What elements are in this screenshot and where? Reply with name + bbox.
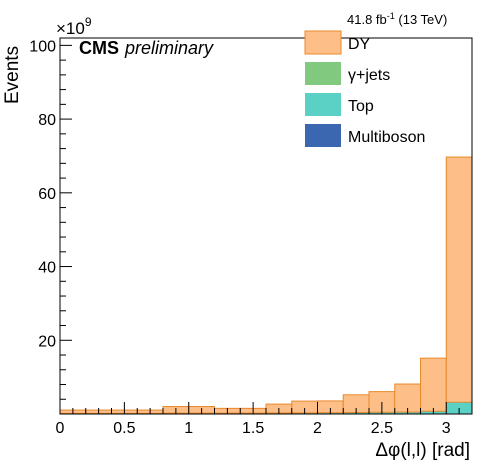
plot-frame <box>59 37 473 415</box>
cms-preliminary-label: preliminary <box>124 38 214 58</box>
legend-swatch-dy <box>304 30 342 55</box>
luminosity-exponent: -1 <box>387 11 395 21</box>
x-tick-label: 2 <box>313 420 322 437</box>
x-tick-label: 0.5 <box>113 420 135 437</box>
legend-swatch-multiboson <box>305 124 341 147</box>
legend: DY γ+jets Top Multiboson <box>304 30 425 147</box>
x-tick-label: 1 <box>184 420 193 437</box>
x-axis-title: Δφ(l,l) [rad] <box>375 440 470 461</box>
bars-layer <box>59 156 473 414</box>
legend-swatch-top <box>305 93 341 116</box>
y-axis-title: Events <box>2 46 23 104</box>
bar-dy-15 <box>445 156 473 403</box>
y-tick-label: 80 <box>38 112 56 129</box>
y-tick-label: 40 <box>38 260 56 277</box>
x-tick-label: 3 <box>442 420 451 437</box>
y-tick-label: 60 <box>38 186 56 203</box>
y-multiplier: ×109 <box>56 15 92 38</box>
bar-dy-13 <box>394 383 421 413</box>
legend-label-multiboson: Multiboson <box>348 129 425 146</box>
cms-label-group: CMS preliminary <box>79 38 214 58</box>
legend-label-jets: γ+jets <box>348 67 390 84</box>
x-tick-label: 2.5 <box>371 420 393 437</box>
luminosity-label: 41.8 fb-1 (13 TeV) <box>347 11 447 27</box>
y-tick-label: 20 <box>38 333 56 350</box>
y-tick-label: 100 <box>29 38 56 55</box>
cms-label: CMS <box>79 38 119 58</box>
x-tick-label: 0 <box>56 420 65 437</box>
y-multiplier-exponent: 9 <box>85 15 92 29</box>
legend-label-top: Top <box>348 98 374 115</box>
x-tick-label: 1.5 <box>242 420 264 437</box>
bar-dy-14 <box>420 357 447 412</box>
ticks-layer: 0 0.5 1 1.5 2 2.5 3 20 40 60 80 100 <box>29 38 460 437</box>
legend-swatch-jets <box>305 62 341 85</box>
legend-label-dy: DY <box>348 36 371 53</box>
bar-top-15 <box>446 402 472 414</box>
